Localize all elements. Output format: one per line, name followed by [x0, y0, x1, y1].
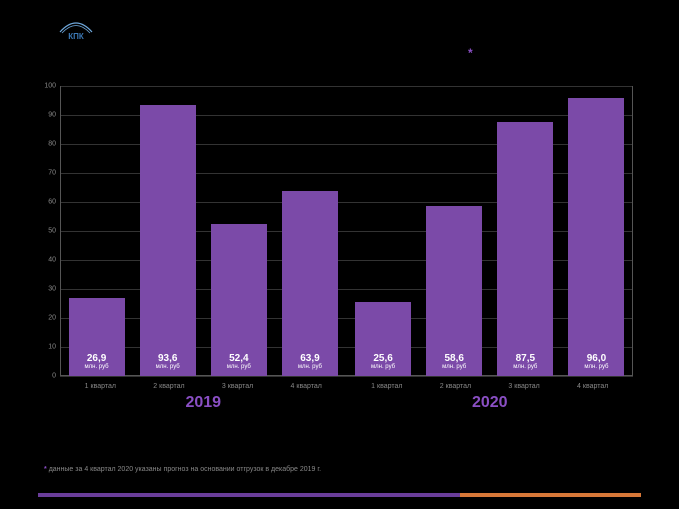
asterisk-mark: *: [468, 46, 473, 60]
x-label: 1 квартал: [359, 383, 415, 390]
strip-right: [460, 493, 641, 497]
x-group: 1 квартал 2 квартал 3 квартал 4 квартал: [60, 383, 347, 390]
bar: 87,5млн. руб: [497, 122, 553, 376]
bar: 52,4млн. руб: [211, 224, 267, 376]
bar-wrap: 58,6млн. руб: [426, 86, 482, 376]
bar-unit: млн. руб: [227, 364, 251, 370]
year-label: 2020: [347, 394, 634, 412]
bar-unit: млн. руб: [298, 364, 322, 370]
title-area: [110, 22, 639, 24]
bar-wrap: 93,6млн. руб: [140, 86, 196, 376]
bar: 93,6млн. руб: [140, 105, 196, 376]
bottom-strip: [38, 493, 641, 497]
x-labels: 1 квартал2 квартал3 квартал4 квартал1 кв…: [60, 383, 633, 390]
bar-unit: млн. руб: [442, 364, 466, 370]
bar: 96,0млн. руб: [568, 98, 624, 376]
bar-unit: млн. руб: [513, 364, 537, 370]
bar-wrap: 87,5млн. руб: [497, 86, 553, 376]
bar: 25,6млн. руб: [355, 302, 411, 376]
logo: КПК: [58, 18, 94, 42]
y-tick: 50: [38, 228, 56, 235]
bar-wrap: 52,4млн. руб: [211, 86, 267, 376]
chart-area: 0102030405060708090100 26,9млн. руб93,6м…: [38, 86, 641, 406]
y-tick: 30: [38, 286, 56, 293]
bar-unit: млн. руб: [156, 364, 180, 370]
bar-value: 25,6: [373, 353, 392, 364]
bar: 63,9млн. руб: [282, 191, 338, 376]
x-label: 4 квартал: [565, 383, 621, 390]
bar-value: 63,9: [300, 353, 319, 364]
bar-wrap: 25,6млн. руб: [355, 86, 411, 376]
bar-wrap: 26,9млн. руб: [69, 86, 125, 376]
bar-value: 52,4: [229, 353, 248, 364]
y-tick: 10: [38, 344, 56, 351]
x-label: 1 квартал: [72, 383, 128, 390]
x-label: 2 квартал: [427, 383, 483, 390]
footnote-text: данные за 4 квартал 2020 указаны прогноз…: [49, 466, 321, 473]
y-tick: 20: [38, 315, 56, 322]
bar-value: 26,9: [87, 353, 106, 364]
year-labels: 20192020: [60, 394, 633, 412]
bar: 58,6млн. руб: [426, 206, 482, 376]
x-label: 3 квартал: [210, 383, 266, 390]
y-tick: 100: [38, 83, 56, 90]
footnote-star: *: [44, 466, 47, 473]
bar-unit: млн. руб: [584, 364, 608, 370]
strip-left: [38, 493, 460, 497]
bar-value: 93,6: [158, 353, 177, 364]
y-tick: 60: [38, 199, 56, 206]
bar-group: 25,6млн. руб58,6млн. руб87,5млн. руб96,0…: [347, 86, 634, 376]
y-tick: 40: [38, 257, 56, 264]
year-label: 2019: [60, 394, 347, 412]
bar-group: 26,9млн. руб93,6млн. руб52,4млн. руб63,9…: [60, 86, 347, 376]
y-tick: 0: [38, 373, 56, 380]
x-label: 3 квартал: [496, 383, 552, 390]
y-axis: 0102030405060708090100: [38, 86, 58, 376]
y-tick: 90: [38, 112, 56, 119]
bar-wrap: 96,0млн. руб: [568, 86, 624, 376]
y-tick: 70: [38, 170, 56, 177]
bars-container: 26,9млн. руб93,6млн. руб52,4млн. руб63,9…: [60, 86, 633, 376]
x-group: 1 квартал 2 квартал 3 квартал 4 квартал: [347, 383, 634, 390]
bar-unit: млн. руб: [371, 364, 395, 370]
grid-line: [60, 376, 633, 377]
x-label: 2 квартал: [141, 383, 197, 390]
bar-unit: млн. руб: [85, 364, 109, 370]
y-tick: 80: [38, 141, 56, 148]
bar-value: 87,5: [516, 353, 535, 364]
bar-value: 96,0: [587, 353, 606, 364]
bar: 26,9млн. руб: [69, 298, 125, 376]
bar-wrap: 63,9млн. руб: [282, 86, 338, 376]
logo-text: КПК: [68, 32, 84, 41]
bar-value: 58,6: [444, 353, 463, 364]
footnote: * данные за 4 квартал 2020 указаны прогн…: [44, 466, 321, 473]
x-label: 4 квартал: [278, 383, 334, 390]
